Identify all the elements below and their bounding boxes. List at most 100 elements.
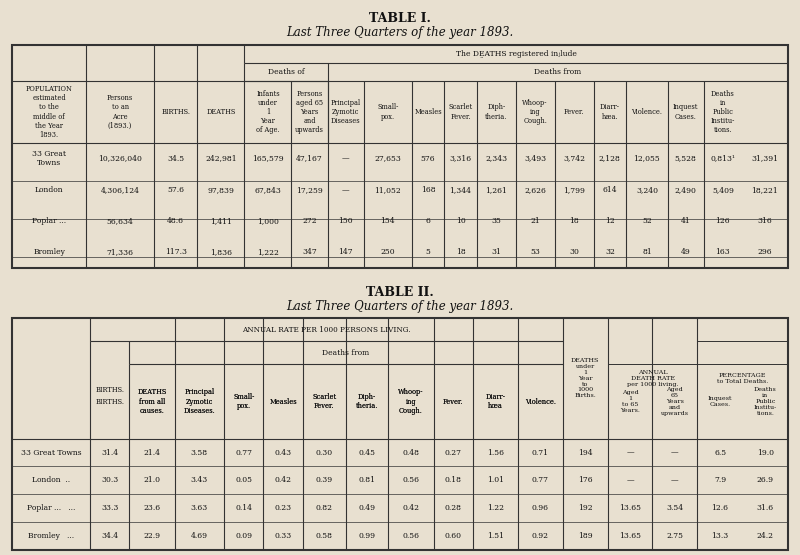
Text: 3,493: 3,493 xyxy=(524,155,546,163)
Text: Diph-
theria.: Diph- theria. xyxy=(485,103,507,120)
Text: 0.77: 0.77 xyxy=(532,476,549,485)
Text: 347: 347 xyxy=(302,249,317,256)
Text: 242,981: 242,981 xyxy=(205,155,237,163)
Text: —: — xyxy=(671,476,678,485)
Text: 21.0: 21.0 xyxy=(143,476,161,485)
Text: 1,261: 1,261 xyxy=(486,186,507,194)
Text: Whoop-
ing
Cough.: Whoop- ing Cough. xyxy=(522,99,548,125)
Text: 5: 5 xyxy=(426,249,430,256)
Text: 3,316: 3,316 xyxy=(450,155,472,163)
Text: —: — xyxy=(342,186,350,194)
Text: 21: 21 xyxy=(530,217,540,225)
Text: Deaths
in
Public
Institu-
tions.: Deaths in Public Institu- tions. xyxy=(754,387,777,416)
Text: 97,839: 97,839 xyxy=(207,186,234,194)
Text: TABLE II.: TABLE II. xyxy=(366,286,434,299)
Text: 19.0: 19.0 xyxy=(757,448,774,457)
Text: 0.23: 0.23 xyxy=(274,504,292,512)
Text: Measles: Measles xyxy=(270,397,297,406)
Text: 2,490: 2,490 xyxy=(675,186,697,194)
Text: 1.01: 1.01 xyxy=(487,476,504,485)
Text: 13.65: 13.65 xyxy=(619,504,641,512)
Text: Violence.: Violence. xyxy=(525,397,556,406)
Text: 6: 6 xyxy=(426,217,430,225)
Text: 32: 32 xyxy=(605,249,614,256)
Text: DEATHS
from all
causes.: DEATHS from all causes. xyxy=(138,388,166,415)
Text: 0.58: 0.58 xyxy=(316,532,333,540)
Text: Diarr-
hœa: Diarr- hœa xyxy=(486,393,506,410)
Text: 2.75: 2.75 xyxy=(666,532,683,540)
Text: Principal
Zymotic
Diseases.: Principal Zymotic Diseases. xyxy=(183,388,215,415)
Text: 192: 192 xyxy=(578,504,593,512)
Text: 0.49: 0.49 xyxy=(358,504,375,512)
Text: 0.39: 0.39 xyxy=(315,476,333,485)
Text: 33 Great
Towns: 33 Great Towns xyxy=(32,150,66,167)
Text: 3,742: 3,742 xyxy=(563,155,585,163)
Text: Principal
Zymotic
Diseases: Principal Zymotic Diseases xyxy=(330,99,361,125)
Text: 0.96: 0.96 xyxy=(532,504,549,512)
Text: TABLE I.: TABLE I. xyxy=(369,12,431,25)
Bar xyxy=(12,318,788,550)
Text: 0.82: 0.82 xyxy=(316,504,333,512)
Text: 0.14: 0.14 xyxy=(235,504,252,512)
Text: Measles: Measles xyxy=(270,397,297,406)
Text: 0.99: 0.99 xyxy=(358,532,375,540)
Text: Whoop-
ing
Cough.: Whoop- ing Cough. xyxy=(398,388,424,415)
Text: 31,391: 31,391 xyxy=(751,155,778,163)
Text: 26.9: 26.9 xyxy=(757,476,774,485)
Text: 7.9: 7.9 xyxy=(714,476,726,485)
Text: 47,167: 47,167 xyxy=(296,155,323,163)
Text: 17,259: 17,259 xyxy=(296,186,323,194)
Text: POPULATION
estimated
to the
middle of
the Year
1893.: POPULATION estimated to the middle of th… xyxy=(26,85,73,139)
Text: Deaths from: Deaths from xyxy=(322,349,370,357)
Text: 176: 176 xyxy=(578,476,593,485)
Text: 5,409: 5,409 xyxy=(712,186,734,194)
Text: 48.6: 48.6 xyxy=(167,217,184,225)
Text: London: London xyxy=(34,186,63,194)
Text: Small-
pox.: Small- pox. xyxy=(233,393,254,410)
Text: 1,222: 1,222 xyxy=(257,249,279,256)
Text: BIRTHS.: BIRTHS. xyxy=(95,397,124,406)
Text: PERCENTAGE
to Total Deaths.: PERCENTAGE to Total Deaths. xyxy=(717,373,768,384)
Text: Fever.: Fever. xyxy=(564,108,584,116)
Text: 4,306,124: 4,306,124 xyxy=(101,186,139,194)
Text: 27,653: 27,653 xyxy=(374,155,402,163)
Text: Inquest
Cases.: Inquest Cases. xyxy=(708,396,732,407)
Text: 0.92: 0.92 xyxy=(532,532,549,540)
Text: Diph-
theria.: Diph- theria. xyxy=(356,393,378,410)
Text: 168: 168 xyxy=(421,186,435,194)
Text: Aged
65
Years
and
upwards: Aged 65 Years and upwards xyxy=(661,387,689,416)
Text: 0.60: 0.60 xyxy=(445,532,462,540)
Text: 71,336: 71,336 xyxy=(106,249,134,256)
Text: 0.27: 0.27 xyxy=(445,448,462,457)
Text: 41: 41 xyxy=(681,217,690,225)
Text: 56,634: 56,634 xyxy=(106,217,134,225)
Text: Principal
Zymotic
Diseases.: Principal Zymotic Diseases. xyxy=(183,388,215,415)
Text: 12.6: 12.6 xyxy=(712,504,729,512)
Text: 189: 189 xyxy=(578,532,593,540)
Text: 24.2: 24.2 xyxy=(757,532,774,540)
Text: Diph-
theria.: Diph- theria. xyxy=(356,393,378,410)
Text: Inquest
Cases.: Inquest Cases. xyxy=(673,103,698,120)
Text: Fever.: Fever. xyxy=(443,397,463,406)
Text: 11,052: 11,052 xyxy=(374,186,401,194)
Text: Scarlet
Fever.: Scarlet Fever. xyxy=(449,103,473,120)
Text: Poplar ...   ...: Poplar ... ... xyxy=(26,504,75,512)
Text: Whoop-
ing
Cough.: Whoop- ing Cough. xyxy=(398,388,424,415)
Text: 0.56: 0.56 xyxy=(402,476,419,485)
Text: Persons
to an
Acre
(1893.): Persons to an Acre (1893.) xyxy=(107,94,134,130)
Text: Bromley: Bromley xyxy=(33,249,65,256)
Text: 1,411: 1,411 xyxy=(210,217,232,225)
Text: Poplar ...: Poplar ... xyxy=(32,217,66,225)
Text: 576: 576 xyxy=(421,155,435,163)
Text: Last Three Quarters of the year 1893.: Last Three Quarters of the year 1893. xyxy=(286,300,514,313)
Text: Bromley   ...: Bromley ... xyxy=(28,532,74,540)
Text: 0.18: 0.18 xyxy=(445,476,462,485)
Text: 4.69: 4.69 xyxy=(190,532,208,540)
Text: 13.65: 13.65 xyxy=(619,532,641,540)
Text: Small-
pox.: Small- pox. xyxy=(377,103,398,120)
Text: 316: 316 xyxy=(758,217,772,225)
Text: 52: 52 xyxy=(642,217,652,225)
Text: 0.28: 0.28 xyxy=(445,504,462,512)
Text: 1,344: 1,344 xyxy=(450,186,471,194)
Text: 2,343: 2,343 xyxy=(486,155,507,163)
